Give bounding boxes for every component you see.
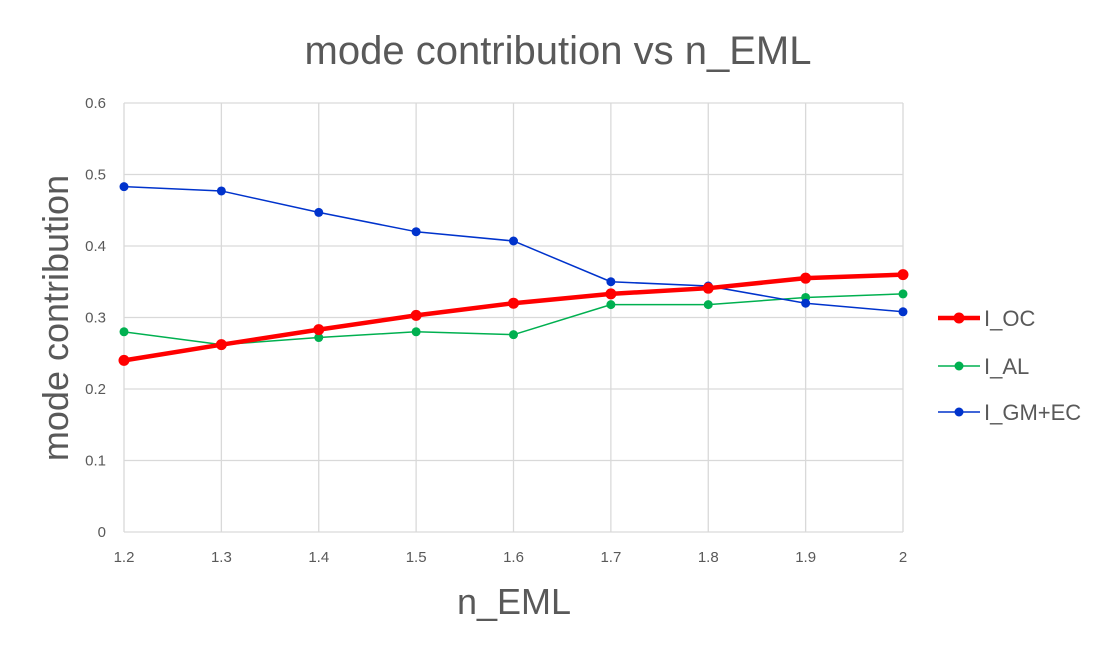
- legend-label-i-gm-ec: I_GM+EC: [984, 400, 1081, 425]
- x-axis-title: n_EML: [457, 581, 571, 622]
- data-point: [702, 282, 714, 294]
- data-point: [509, 330, 518, 340]
- legend: I_OC I_AL I_GM+EC: [938, 306, 1081, 425]
- legend-label-i-al: I_AL: [984, 354, 1029, 379]
- data-point: [119, 327, 129, 337]
- x-tick-label: 1.3: [211, 549, 232, 566]
- data-point: [313, 324, 325, 336]
- x-tick-label: 1.2: [114, 549, 135, 566]
- y-axis-title: mode contribution: [35, 175, 76, 461]
- data-point: [898, 289, 908, 299]
- data-point: [411, 227, 421, 237]
- x-tick-label: 1.8: [698, 549, 719, 566]
- data-point: [606, 277, 616, 287]
- gridlines: [123, 102, 904, 533]
- data-point: [606, 300, 616, 310]
- x-tick-label: 1.9: [795, 549, 816, 566]
- data-point: [897, 269, 909, 281]
- y-tick-label: 0.4: [85, 238, 106, 255]
- x-tick-label: 2: [899, 549, 907, 566]
- data-point: [216, 186, 226, 196]
- legend-marker-i-al: [954, 361, 964, 371]
- y-tick-label: 0.2: [85, 381, 106, 398]
- data-point: [508, 297, 519, 309]
- y-axis-ticks: 0 0.1 0.2 0.3 0.4 0.5 0.6: [85, 95, 106, 541]
- data-point: [703, 300, 713, 310]
- x-tick-label: 1.7: [600, 549, 621, 566]
- x-tick-label: 1.6: [503, 549, 524, 566]
- data-point: [898, 307, 908, 317]
- y-tick-label: 0.1: [85, 453, 106, 470]
- y-tick-label: 0.5: [85, 167, 106, 184]
- data-point: [118, 354, 130, 366]
- data-point: [314, 333, 324, 343]
- legend-label-i-oc: I_OC: [984, 306, 1035, 331]
- x-tick-label: 1.5: [406, 549, 427, 566]
- x-axis-ticks: 1.2 1.3 1.4 1.5 1.6 1.7 1.8 1.9 2: [114, 549, 908, 566]
- series-lines: [118, 182, 909, 366]
- y-tick-label: 0.6: [85, 95, 106, 112]
- y-tick-label: 0: [98, 524, 106, 541]
- x-tick-label: 1.4: [308, 549, 329, 566]
- data-point: [801, 298, 811, 308]
- data-point: [215, 339, 227, 351]
- legend-marker-i-oc: [953, 312, 965, 324]
- legend-marker-i-gm-ec: [954, 407, 964, 417]
- data-point: [314, 207, 324, 217]
- data-point: [509, 236, 518, 246]
- data-point: [411, 327, 421, 337]
- data-point: [800, 272, 812, 284]
- y-tick-label: 0.3: [85, 310, 106, 327]
- data-point: [410, 309, 422, 321]
- data-point: [119, 182, 129, 192]
- data-point: [605, 288, 617, 300]
- chart-title: mode contribution vs n_EML: [305, 29, 812, 73]
